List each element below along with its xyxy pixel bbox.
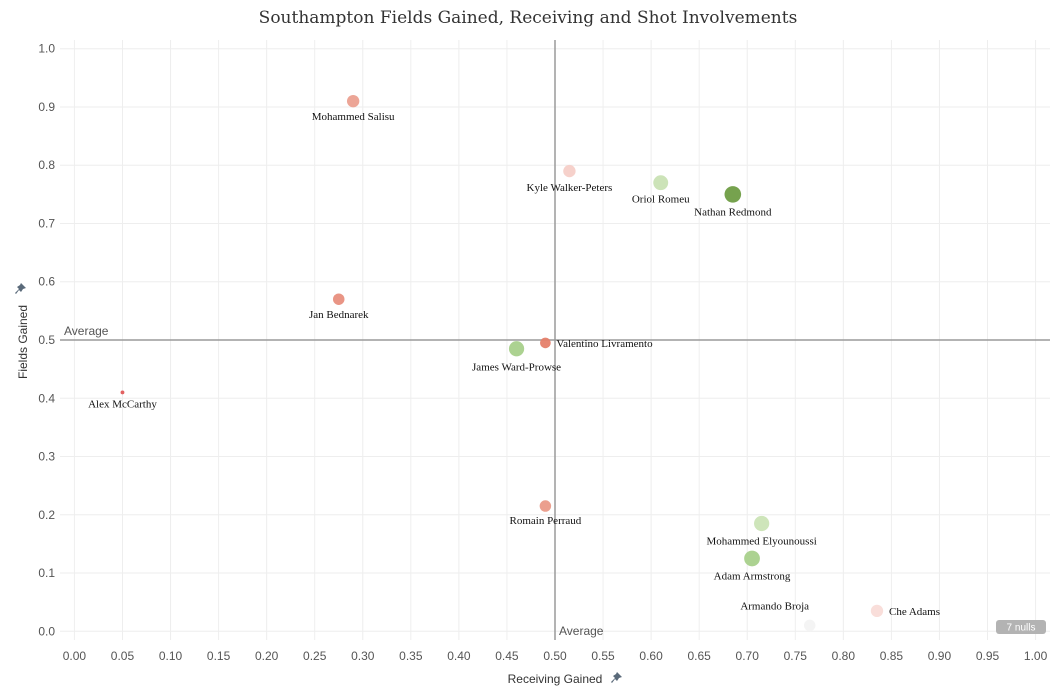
x-tick-label: 0.95	[976, 649, 1000, 663]
y-tick-label: 0.9	[38, 100, 55, 114]
data-point[interactable]	[346, 94, 360, 108]
x-tick-label: 1.00	[1024, 649, 1048, 663]
y-tick-label: 0.5	[38, 333, 55, 347]
x-tick-label: 0.55	[591, 649, 615, 663]
x-tick-label: 0.20	[255, 649, 279, 663]
y-tick-label: 0.8	[38, 158, 55, 172]
x-tick-label: 0.60	[639, 649, 663, 663]
x-tick-label: 0.70	[736, 649, 760, 663]
x-axis-pin-icon[interactable]	[611, 672, 622, 683]
data-points	[120, 94, 884, 632]
x-tick-label: 0.00	[63, 649, 87, 663]
y-axis-label: Fields Gained	[16, 305, 30, 379]
x-tick-label: 0.25	[303, 649, 327, 663]
y-average-label: Average	[64, 324, 109, 338]
data-point[interactable]	[539, 500, 552, 512]
data-point[interactable]	[540, 337, 551, 349]
chart-title: Southampton Fields Gained, Receiving and…	[259, 8, 798, 28]
data-point[interactable]	[563, 164, 576, 178]
x-tick-label: 0.10	[159, 649, 183, 663]
data-point[interactable]	[754, 515, 770, 532]
point-label: Armando Broja	[740, 600, 809, 612]
y-axis-pin-icon[interactable]	[15, 283, 26, 294]
data-point[interactable]	[724, 186, 742, 203]
x-tick-label: 0.85	[880, 649, 904, 663]
data-point[interactable]	[653, 175, 669, 191]
data-point[interactable]	[508, 341, 525, 357]
nulls-badge[interactable]: 7 nulls	[996, 620, 1046, 634]
y-tick-label: 0.6	[38, 275, 55, 289]
point-label: Romain Perraud	[509, 515, 581, 527]
x-tick-label: 0.35	[399, 649, 423, 663]
reference-lines: Average Average	[60, 40, 1050, 640]
point-label: Jan Bednarek	[309, 309, 369, 321]
x-tick-label: 0.15	[207, 649, 231, 663]
x-tick-label: 0.45	[495, 649, 519, 663]
x-tick-label: 0.65	[687, 649, 711, 663]
x-tick-label: 0.30	[351, 649, 375, 663]
data-point[interactable]	[120, 390, 125, 395]
y-tick-label: 0.7	[38, 216, 55, 230]
x-tick-label: 0.05	[111, 649, 135, 663]
y-tick-label: 0.4	[38, 391, 55, 405]
x-tick-label: 0.80	[832, 649, 856, 663]
point-label: Oriol Romeu	[632, 194, 690, 206]
data-point[interactable]	[332, 293, 345, 305]
x-tick-label: 0.90	[928, 649, 952, 663]
data-point[interactable]	[744, 550, 760, 567]
point-label: Adam Armstrong	[714, 570, 791, 582]
point-label: Valentino Livramento	[556, 338, 653, 350]
nulls-badge-label: 7 nulls	[1007, 623, 1036, 634]
point-label: Nathan Redmond	[694, 206, 772, 218]
y-tick-label: 0.0	[38, 624, 55, 638]
point-label: Che Adams	[889, 606, 940, 618]
x-average-label: Average	[559, 624, 604, 638]
x-axis-label: Receiving Gained	[508, 672, 603, 686]
point-label: Kyle Walker-Peters	[527, 182, 613, 194]
point-label: James Ward-Prowse	[472, 362, 561, 374]
x-tick-label: 0.75	[784, 649, 808, 663]
point-label: Mohammed Salisu	[312, 111, 395, 123]
point-labels: Mohammed Salisu Kyle Walker-Peters Oriol R…	[88, 111, 940, 618]
y-tick-label: 1.0	[38, 42, 55, 56]
y-tick-label: 0.2	[38, 508, 55, 522]
data-point[interactable]	[803, 619, 816, 632]
x-tick-label: 0.50	[543, 649, 567, 663]
y-tick-label: 0.3	[38, 450, 55, 464]
y-tick-label: 0.1	[38, 566, 55, 580]
point-label: Mohammed Elyounoussi	[706, 535, 816, 547]
x-tick-label: 0.40	[447, 649, 471, 663]
data-point[interactable]	[870, 604, 884, 618]
point-label: Alex McCarthy	[88, 398, 157, 410]
axis-ticks: 0.00 0.05 0.10 0.15 0.20 0.25 0.30 0.35 0.40 0.45…	[38, 42, 1047, 663]
